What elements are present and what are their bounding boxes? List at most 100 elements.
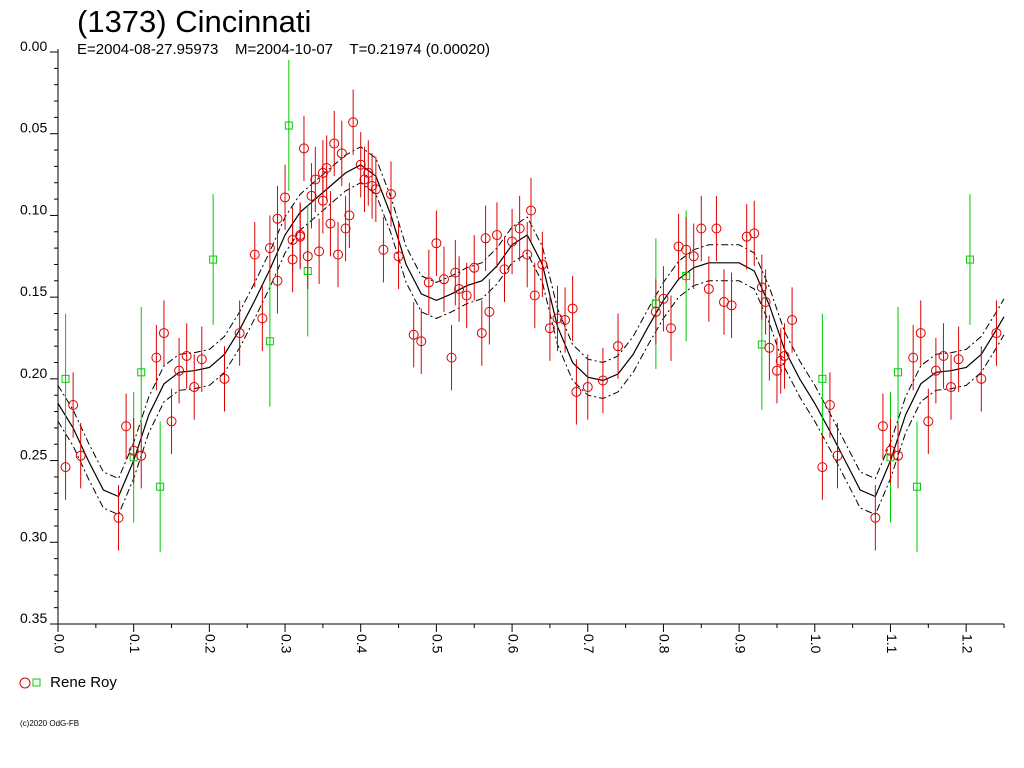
data-point-square: [137, 368, 146, 377]
data-point-circle: [378, 244, 389, 255]
fit-band-upper: [57, 146, 1005, 480]
data-point-circle: [877, 421, 888, 432]
data-point-circle: [302, 251, 313, 262]
data-point-circle: [764, 342, 775, 353]
error-bars-red: [65, 89, 997, 551]
fit-curve-line: [57, 164, 1005, 498]
data-point-circle: [393, 251, 404, 262]
data-point-circle: [953, 354, 964, 365]
data-point-circle: [454, 283, 465, 294]
data-point-circle: [219, 373, 230, 384]
data-point-circle: [666, 323, 677, 334]
data-point-circle: [272, 275, 283, 286]
y-tick-label: 0.30: [20, 528, 47, 544]
data-point-circle: [703, 283, 714, 294]
data-point-circle: [491, 230, 502, 241]
data-point-circle: [128, 445, 139, 456]
data-point-circle: [60, 462, 71, 473]
data-point-circle: [329, 138, 340, 149]
data-point-circle: [344, 210, 355, 221]
fit-curve: [57, 164, 1005, 498]
data-point-circle: [893, 450, 904, 461]
data-point-circle: [480, 233, 491, 244]
data-point-circle: [355, 159, 366, 170]
x-tick-label: 0.2: [203, 634, 219, 654]
data-point-square: [912, 482, 921, 491]
data-point-circle: [870, 512, 881, 523]
y-tick-label: 0.15: [20, 283, 47, 299]
data-point-square: [303, 266, 312, 275]
y-tick-label: 0.05: [20, 120, 47, 136]
data-point-circle: [306, 190, 317, 201]
data-point-circle: [234, 328, 245, 339]
x-tick-label: 0.0: [51, 634, 67, 654]
data-point-square: [209, 255, 218, 264]
data-point-circle: [817, 462, 828, 473]
data-point-circle: [787, 315, 798, 326]
data-point-square: [61, 374, 70, 383]
legend-label: Rene Roy: [50, 674, 117, 691]
data-point-circle: [174, 365, 185, 376]
data-point-circle: [771, 365, 782, 376]
y-tick-label: 0.25: [20, 447, 47, 463]
data-point-circle: [946, 382, 957, 393]
data-point-circle: [476, 328, 487, 339]
data-point-circle: [438, 274, 449, 285]
data-point-circle: [446, 352, 457, 363]
data-point-circle: [181, 350, 192, 361]
data-point-circle: [348, 117, 359, 128]
y-tick-label: 0.10: [20, 201, 47, 217]
data-point-circle: [317, 195, 328, 206]
data-point-square: [965, 255, 974, 264]
data-point-square: [757, 340, 766, 349]
x-tick-label: 0.8: [657, 634, 673, 654]
data-point-circle: [336, 148, 347, 159]
data-point-circle: [507, 236, 518, 247]
data-point-circle: [681, 244, 692, 255]
data-point-circle: [526, 205, 536, 216]
data-point-circle: [560, 315, 571, 326]
data-point-circle: [136, 450, 147, 461]
data-point-circle: [113, 512, 124, 523]
legend: Rene Roy: [18, 674, 117, 692]
x-tick-label: 0.1: [127, 634, 143, 654]
data-point-circle: [264, 243, 275, 254]
data-point-circle: [976, 373, 987, 384]
data-point-circle: [196, 354, 207, 365]
data-point-circle: [325, 218, 336, 229]
markers-green: [61, 121, 974, 491]
data-point-circle: [367, 181, 378, 192]
data-point-circle: [923, 416, 934, 427]
chart-subtitle: E=2004-08-27.95973 M=2004-10-07 T=0.2197…: [77, 41, 490, 58]
data-point-circle: [314, 246, 325, 257]
x-tick-label: 0.9: [732, 634, 748, 654]
legend-markers-icon: [19, 677, 41, 689]
data-point-circle: [938, 350, 949, 361]
fit-band-lower: [57, 182, 1005, 516]
data-point-circle: [756, 282, 767, 293]
data-point-circle: [431, 238, 442, 249]
data-point-circle: [321, 163, 332, 174]
data-point-circle: [514, 223, 525, 234]
data-point-circle: [522, 249, 533, 260]
data-point-circle: [363, 167, 374, 178]
y-tick-label: 0.35: [20, 610, 47, 626]
data-point-circle: [257, 313, 268, 324]
data-point-circle: [408, 329, 419, 340]
y-tick-label: 0.00: [20, 38, 47, 54]
data-point-circle: [450, 267, 461, 278]
data-point-circle: [416, 336, 427, 347]
data-point-circle: [760, 297, 771, 308]
data-point-circle: [75, 450, 86, 461]
data-point-circle: [461, 290, 472, 301]
data-point-circle: [333, 249, 344, 260]
data-point-circle: [499, 264, 510, 275]
data-point-circle: [385, 189, 396, 200]
data-point-square: [818, 374, 827, 383]
data-point-circle: [613, 341, 624, 352]
data-point-circle: [249, 249, 260, 260]
x-tick-label: 0.7: [581, 634, 597, 654]
data-point-circle: [272, 213, 283, 224]
data-point-circle: [658, 293, 669, 304]
